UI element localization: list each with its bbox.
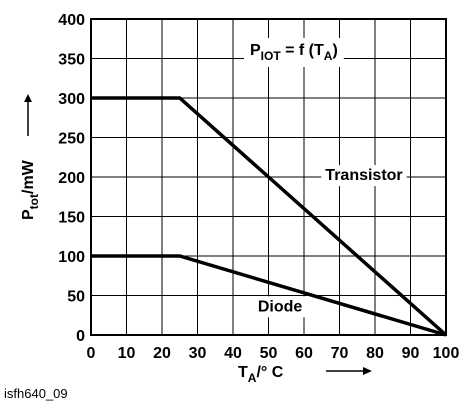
- y-label-sub: tot: [27, 194, 41, 209]
- x-tick-label-60: 60: [295, 345, 313, 362]
- x-axis-arrow-head: [363, 367, 372, 375]
- x-axis-title: TA/° C: [238, 364, 372, 385]
- y-tick-label-50: 50: [67, 289, 85, 306]
- y-label-main: P: [20, 209, 37, 220]
- series-line-diode: [91, 254, 447, 337]
- x-label-rest: /° C: [256, 364, 283, 381]
- formula-annotation: PIOT = f (TA): [244, 38, 344, 67]
- y-tick-label-400: 400: [58, 12, 85, 29]
- y-axis-title: Ptot/mW: [20, 94, 41, 220]
- y-tick-label-250: 250: [58, 131, 85, 148]
- y-tick-label-150: 150: [58, 210, 85, 227]
- y-tick-label-200: 200: [58, 170, 85, 187]
- y-axis-label: Ptot/mW: [20, 159, 41, 220]
- plot-border: [90, 18, 447, 336]
- formula-mid: = f (T: [281, 42, 324, 59]
- y-tick-label-0: 0: [76, 328, 85, 345]
- y-label-rest: /mW: [20, 159, 37, 194]
- x-label-main: T: [238, 364, 248, 381]
- x-tick-label-0: 0: [87, 345, 96, 362]
- formula-background: [244, 38, 344, 67]
- formula-end: ): [332, 42, 337, 59]
- x-tick-label-10: 10: [118, 345, 136, 362]
- y-tick-label-100: 100: [58, 249, 85, 266]
- series-label-diode: Diode: [258, 298, 303, 315]
- x-label-sub: A: [248, 371, 257, 385]
- y-tick-label-300: 300: [58, 91, 85, 108]
- x-tick-label-80: 80: [366, 345, 384, 362]
- y-axis-arrow-head: [24, 94, 32, 102]
- formula-text: PIOT = f (TA): [250, 42, 338, 63]
- x-tick-label-30: 30: [189, 345, 207, 362]
- x-tick-label-90: 90: [402, 345, 420, 362]
- series-label-transistor: Transistor: [325, 167, 402, 184]
- x-tick-label-50: 50: [260, 345, 278, 362]
- formula-p: P: [250, 42, 261, 59]
- formula-t-sub: A: [324, 49, 333, 63]
- y-tick-label-350: 350: [58, 52, 85, 69]
- series-label-bg-diode: [253, 296, 307, 318]
- x-tick-label-20: 20: [153, 345, 171, 362]
- x-tick-label-70: 70: [331, 345, 349, 362]
- series-lines: [91, 96, 448, 337]
- series-line-transistor: [91, 96, 448, 337]
- x-tick-label-100: 100: [433, 345, 460, 362]
- x-axis-label: TA/° C: [238, 364, 284, 385]
- series-label-bg-transistor: [321, 165, 407, 187]
- tick-labels: 0 10 20 30 40 50 60 70 80 90 100 0 50 100 150 200 250 300…: [58, 12, 459, 362]
- plot-frame: [90, 18, 447, 336]
- formula-p-sub: IOT: [261, 49, 282, 63]
- figure-caption: isfh640_09: [4, 386, 68, 401]
- x-tick-label-40: 40: [224, 345, 242, 362]
